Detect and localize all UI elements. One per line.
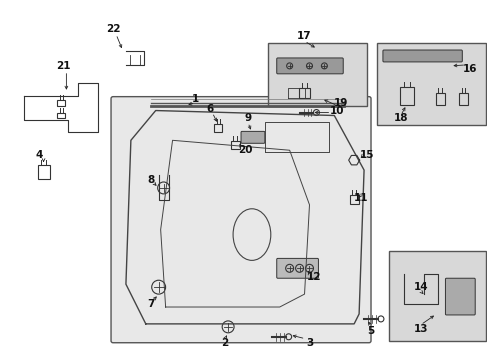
Text: 6: 6 xyxy=(206,104,213,113)
Text: 18: 18 xyxy=(393,113,407,123)
Bar xyxy=(57,100,65,105)
Bar xyxy=(349,195,358,204)
FancyBboxPatch shape xyxy=(276,258,318,278)
Text: 8: 8 xyxy=(147,175,154,185)
Bar xyxy=(388,251,485,341)
Bar xyxy=(298,88,310,98)
Text: 16: 16 xyxy=(462,64,476,74)
Text: 14: 14 xyxy=(412,282,427,292)
FancyBboxPatch shape xyxy=(445,278,474,315)
Bar xyxy=(57,113,65,118)
Text: 1: 1 xyxy=(191,94,199,104)
Text: 20: 20 xyxy=(237,145,252,155)
Bar xyxy=(38,165,49,179)
FancyBboxPatch shape xyxy=(276,58,343,74)
Text: 2: 2 xyxy=(221,338,228,348)
Bar xyxy=(458,93,467,105)
Text: 17: 17 xyxy=(297,31,311,41)
FancyBboxPatch shape xyxy=(241,131,264,143)
Bar xyxy=(214,125,222,132)
Text: 4: 4 xyxy=(36,150,43,160)
Text: 21: 21 xyxy=(56,61,70,71)
Text: 5: 5 xyxy=(366,326,374,336)
Text: 15: 15 xyxy=(359,150,373,160)
FancyBboxPatch shape xyxy=(382,50,461,62)
Text: 11: 11 xyxy=(353,193,367,203)
Text: 19: 19 xyxy=(333,98,348,108)
Text: 10: 10 xyxy=(329,105,344,116)
Bar xyxy=(267,43,366,105)
Bar xyxy=(435,93,445,105)
Text: 7: 7 xyxy=(147,299,154,309)
Text: 3: 3 xyxy=(305,338,312,348)
Text: 9: 9 xyxy=(244,113,251,123)
Bar xyxy=(230,141,239,149)
Text: 13: 13 xyxy=(412,324,427,334)
Text: 22: 22 xyxy=(105,24,120,34)
FancyBboxPatch shape xyxy=(111,96,370,343)
Bar xyxy=(376,43,485,125)
Text: 12: 12 xyxy=(306,272,321,282)
Bar xyxy=(399,87,413,105)
